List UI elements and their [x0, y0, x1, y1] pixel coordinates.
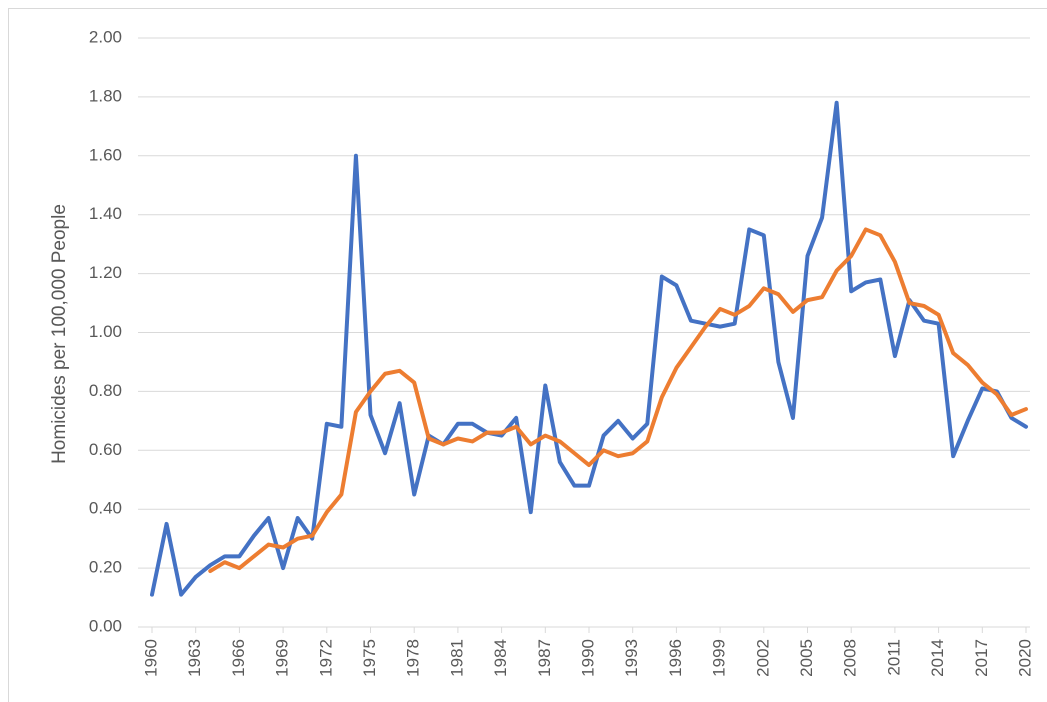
y-tick-label: 1.00: [89, 322, 122, 341]
x-tick-label: 1984: [491, 639, 510, 677]
x-tick-label: 2002: [753, 639, 772, 677]
x-tick-label: 1978: [404, 639, 423, 677]
x-tick-label: 2017: [972, 639, 991, 677]
x-tick-label: 1996: [666, 639, 685, 677]
x-tick-label: 2008: [841, 639, 860, 677]
data-line: [208, 227, 1028, 574]
y-tick-label: 0.20: [89, 558, 122, 577]
x-tick-label: 1987: [535, 639, 554, 677]
y-tick-label: 1.80: [89, 86, 122, 105]
x-tick-label: 2005: [797, 639, 816, 677]
x-tick-label: 1990: [578, 639, 597, 677]
x-tick-label: 1969: [273, 639, 292, 677]
y-tick-label: 0.80: [89, 381, 122, 400]
y-tick-label: 2.00: [89, 27, 122, 46]
x-tick-label: 1993: [622, 639, 641, 677]
y-tick-label: 0.40: [89, 499, 122, 518]
x-tick-label: 2020: [1015, 639, 1034, 677]
y-tick-label: 1.60: [89, 145, 122, 164]
y-axis-label: Homicides per 100,000 People: [49, 204, 70, 464]
x-tick-label: 1975: [360, 639, 379, 677]
x-tick-label: 2011: [884, 639, 903, 676]
y-tick-label: 0.00: [89, 616, 122, 635]
y-tick-label: 1.40: [89, 204, 122, 223]
y-tick-label: 1.20: [89, 263, 122, 282]
x-tick-label: 1963: [185, 639, 204, 677]
y-tick-label: 0.60: [89, 440, 122, 459]
data-line: [150, 100, 1028, 597]
chart-frame: [8, 8, 1047, 702]
x-tick-label: 1960: [141, 639, 160, 677]
x-tick-label: 1999: [710, 639, 729, 677]
x-tick-label: 1966: [229, 639, 248, 677]
x-tick-label: 1972: [316, 639, 335, 677]
x-tick-label: 1981: [447, 639, 466, 677]
x-tick-label: 2014: [928, 639, 947, 677]
